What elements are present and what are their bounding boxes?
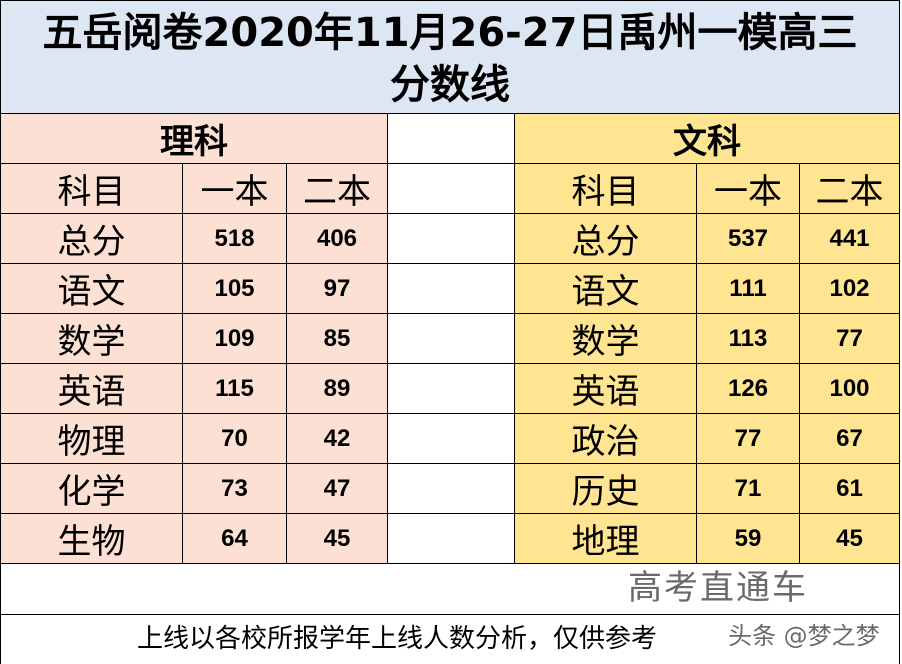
science-subject: 生物 <box>0 514 183 564</box>
arts-subject: 地理 <box>515 514 697 564</box>
arts-first-tier: 113 <box>697 314 800 364</box>
divider-cell <box>388 514 515 564</box>
divider-cell <box>388 314 515 364</box>
arts-subject: 数学 <box>515 314 697 364</box>
divider-cell <box>388 214 515 264</box>
science-first-tier: 518 <box>183 214 287 264</box>
arts-second-tier: 45 <box>800 514 900 564</box>
arts-second-tier: 61 <box>800 464 900 514</box>
science-subject: 物理 <box>0 414 183 464</box>
science-second-tier: 45 <box>287 514 388 564</box>
arts-subject: 政治 <box>515 414 697 464</box>
science-first-tier: 109 <box>183 314 287 364</box>
arts-first-tier: 126 <box>697 364 800 414</box>
arts-first-tier: 77 <box>697 414 800 464</box>
arts-col-subject: 科目 <box>515 164 697 214</box>
science-subject: 数学 <box>0 314 183 364</box>
arts-col-second: 二本 <box>800 164 900 214</box>
science-col-subject: 科目 <box>0 164 183 214</box>
arts-first-tier: 59 <box>697 514 800 564</box>
science-subject: 总分 <box>0 214 183 264</box>
science-subject: 化学 <box>0 464 183 514</box>
arts-subject: 总分 <box>515 214 697 264</box>
arts-subject: 历史 <box>515 464 697 514</box>
arts-second-tier: 77 <box>800 314 900 364</box>
page-title: 五岳阅卷2020年11月26-27日禹州一模高三 分数线 <box>0 0 900 114</box>
arts-subject: 语文 <box>515 264 697 314</box>
arts-second-tier: 100 <box>800 364 900 414</box>
science-header: 理科 <box>0 114 388 164</box>
arts-first-tier: 71 <box>697 464 800 514</box>
science-col-second: 二本 <box>287 164 388 214</box>
science-second-tier: 406 <box>287 214 388 264</box>
divider-cell <box>388 414 515 464</box>
science-second-tier: 47 <box>287 464 388 514</box>
arts-header: 文科 <box>515 114 900 164</box>
title-line-1: 五岳阅卷2020年11月26-27日禹州一模高三 <box>42 10 858 56</box>
arts-second-tier: 67 <box>800 414 900 464</box>
title-line-2: 分数线 <box>390 62 510 108</box>
arts-first-tier: 111 <box>697 264 800 314</box>
science-second-tier: 85 <box>287 314 388 364</box>
divider-cell <box>388 164 515 214</box>
divider-cell <box>388 464 515 514</box>
science-subject: 英语 <box>0 364 183 414</box>
science-second-tier: 89 <box>287 364 388 414</box>
science-first-tier: 73 <box>183 464 287 514</box>
science-first-tier: 105 <box>183 264 287 314</box>
science-subject: 语文 <box>0 264 183 314</box>
science-first-tier: 64 <box>183 514 287 564</box>
science-first-tier: 115 <box>183 364 287 414</box>
blank-row <box>0 564 900 614</box>
science-col-first: 一本 <box>183 164 287 214</box>
arts-col-first: 一本 <box>697 164 800 214</box>
science-second-tier: 97 <box>287 264 388 314</box>
arts-second-tier: 441 <box>800 214 900 264</box>
arts-first-tier: 537 <box>697 214 800 264</box>
watermark-text: 高考直通车 <box>628 568 808 608</box>
watermark-handle: 头条 @梦之梦 <box>728 622 880 650</box>
divider-cell <box>388 364 515 414</box>
science-first-tier: 70 <box>183 414 287 464</box>
arts-second-tier: 102 <box>800 264 900 314</box>
science-second-tier: 42 <box>287 414 388 464</box>
arts-subject: 英语 <box>515 364 697 414</box>
divider-cell <box>388 264 515 314</box>
footer-note: 上线以各校所报学年上线人数分析，仅供参考 <box>0 614 900 664</box>
divider-column <box>388 114 515 164</box>
